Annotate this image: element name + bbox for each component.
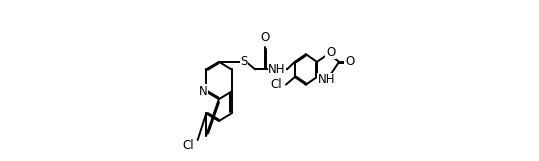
Text: O: O	[326, 46, 335, 59]
Text: Cl: Cl	[271, 78, 282, 91]
Text: NH: NH	[268, 63, 286, 76]
Text: Cl: Cl	[182, 139, 194, 152]
Text: O: O	[260, 31, 270, 44]
Text: S: S	[240, 55, 248, 67]
Text: NH: NH	[317, 73, 335, 86]
Text: O: O	[345, 55, 354, 68]
Text: N: N	[199, 85, 208, 98]
